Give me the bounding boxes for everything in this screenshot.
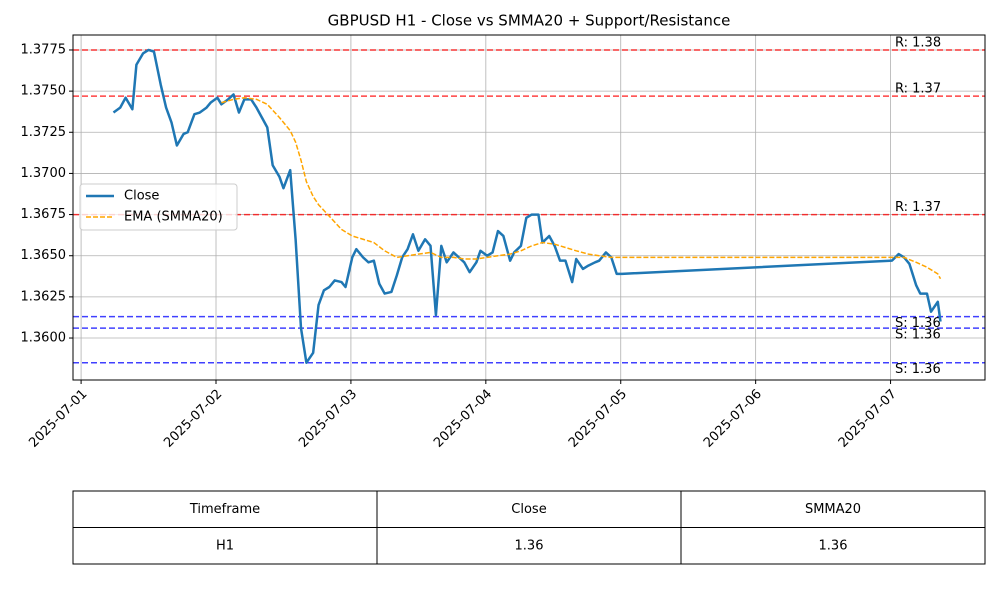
y-tick-label: 1.3750 [21,84,67,99]
legend-box [79,183,238,231]
x-tick-label: 2025-07-01 [26,387,90,451]
level-label: R: 1.37 [895,200,941,215]
y-tick-label: 1.3600 [21,331,67,346]
table-value: 1.36 [515,538,544,553]
y-tick-label: 1.3700 [21,166,67,181]
y-tick-label: 1.3775 [21,42,67,57]
table-cell [680,490,986,528]
x-tick-label: 2025-07-04 [431,387,495,451]
level-label: S: 1.36 [895,316,941,331]
series-line [112,48,942,364]
x-tick-label: 2025-07-02 [161,387,225,451]
table-cell [680,527,986,565]
legend-label: Close [124,189,159,204]
y-tick-label: 1.3675 [21,207,67,222]
table-value: H1 [216,538,234,553]
table-header: Timeframe [189,502,260,517]
y-tick-label: 1.3725 [21,125,67,140]
plot-frame [72,34,986,381]
table-cell [72,527,378,565]
x-tick-label: 2025-07-06 [701,387,765,451]
table-header: Close [511,502,546,517]
table-cell [376,527,682,565]
level-label: R: 1.38 [895,35,941,50]
x-tick-label: 2025-07-07 [836,387,900,451]
series-line [221,96,942,280]
table-value: 1.36 [819,538,848,553]
table-cell [72,490,378,528]
level-label: R: 1.37 [895,82,941,97]
legend-label: EMA (SMMA20) [124,210,223,225]
y-tick-label: 1.3650 [21,248,67,263]
table-header: SMMA20 [805,502,861,517]
y-tick-label: 1.3625 [21,289,67,304]
x-tick-label: 2025-07-05 [566,387,630,451]
level-label: S: 1.36 [895,362,941,377]
chart-title: GBPUSD H1 - Close vs SMMA20 + Support/Re… [328,12,731,30]
level-label: S: 1.36 [895,328,941,343]
x-tick-label: 2025-07-03 [296,387,360,451]
